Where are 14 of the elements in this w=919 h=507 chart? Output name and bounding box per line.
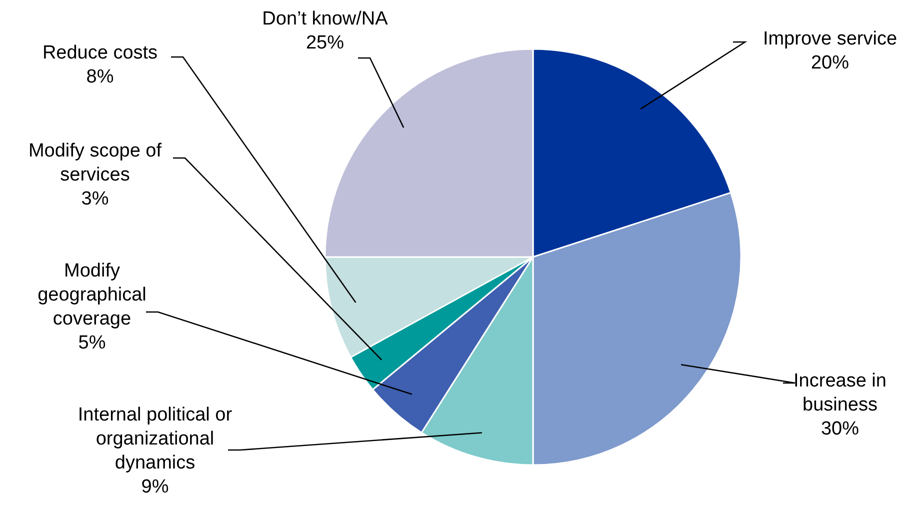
slice-label: Modify geographical coverage — [38, 260, 146, 330]
data-label: 9% — [141, 476, 169, 498]
data-label: 8% — [86, 66, 114, 88]
slice-label: Internal political or organizational dynamics — [78, 404, 233, 474]
slice-label: Increase in business — [794, 370, 886, 416]
data-label: 30% — [820, 418, 860, 440]
slice-label: Modify scope of services — [28, 140, 162, 186]
data-label: 3% — [81, 188, 109, 210]
slice-label: Improve service — [762, 28, 898, 50]
data-label: 5% — [78, 332, 106, 354]
slice-label: Reduce costs — [42, 42, 158, 64]
data-label: 25% — [306, 32, 344, 54]
slice-label: Don’t know/NA — [262, 8, 388, 30]
data-label: 20% — [810, 52, 850, 74]
